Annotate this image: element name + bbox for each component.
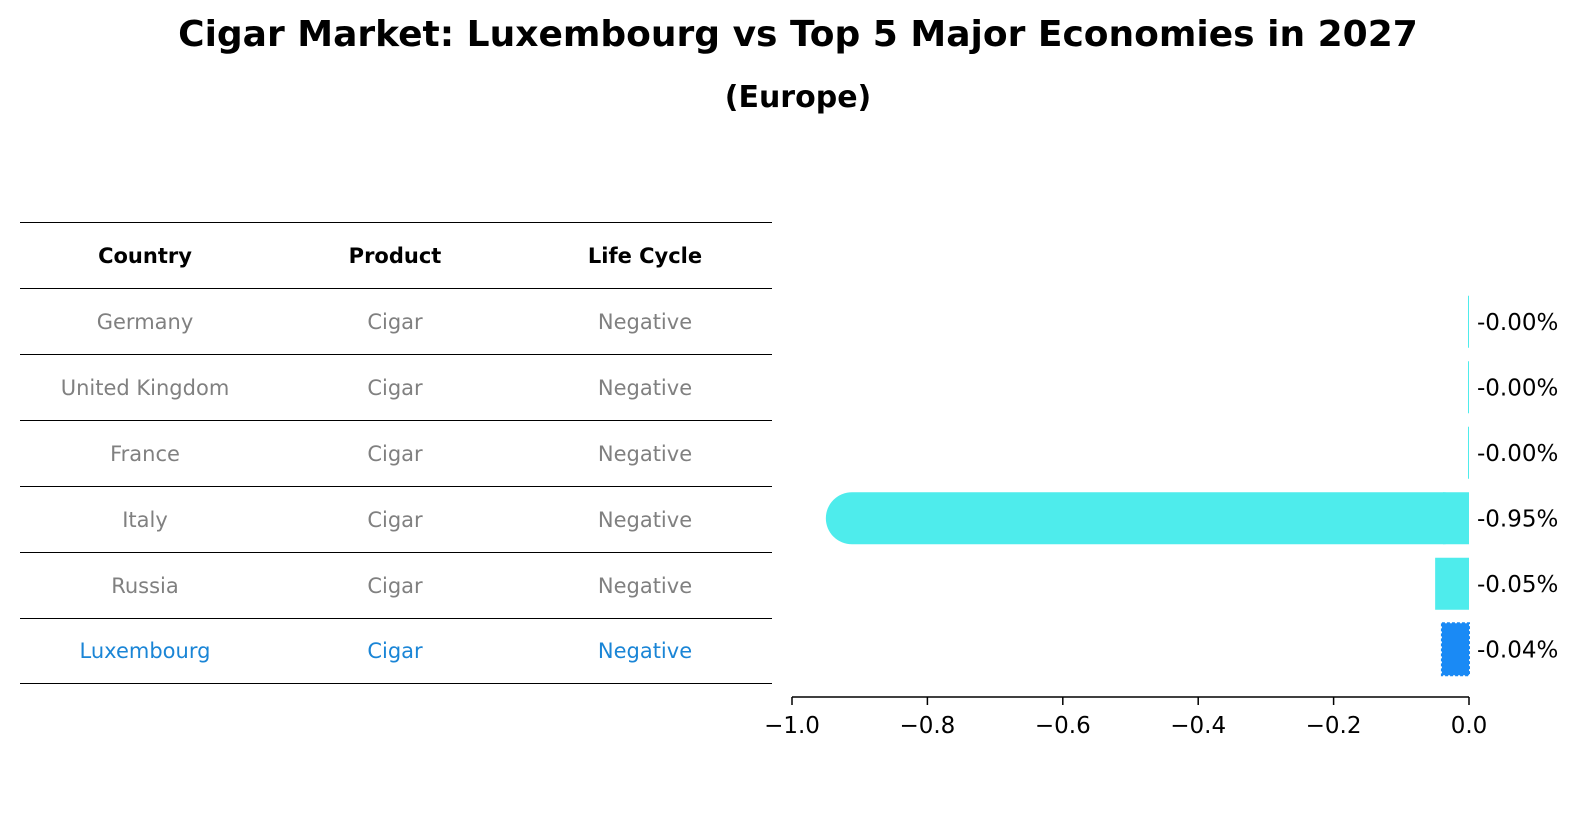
product-cell: Cigar [367, 639, 423, 663]
table-row: Germany Cigar Negative [20, 288, 772, 354]
table-row: France Cigar Negative [20, 420, 772, 486]
country-table: Country Product Life Cycle Germany Cigar… [20, 222, 772, 684]
country-cell: Italy [122, 507, 168, 532]
x-tick-label: −0.2 [1306, 713, 1362, 739]
header-product: Product [348, 243, 442, 268]
country-cell: Luxembourg [79, 639, 211, 663]
x-tick-label: −0.8 [899, 713, 955, 739]
product-cell: Cigar [367, 441, 423, 466]
country-cell: Russia [111, 573, 179, 598]
chart-title: Cigar Market: Luxembourg vs Top 5 Major … [178, 14, 1418, 55]
bar-value-label: -0.04% [1477, 637, 1558, 663]
country-cell: United Kingdom [60, 375, 230, 400]
life-cycle-cell: Negative [597, 507, 693, 532]
chart-subtitle: (Europe) [724, 80, 872, 115]
bar-italy [825, 492, 1469, 545]
table-row: United Kingdom Cigar Negative [20, 354, 772, 420]
bar-russia [1435, 557, 1469, 610]
product-cell: Cigar [367, 309, 423, 334]
header-life-cycle: Life Cycle [587, 243, 703, 268]
product-cell: Cigar [367, 507, 423, 532]
bar-value-label: -0.00% [1477, 441, 1558, 467]
table-row: Italy Cigar Negative [20, 486, 772, 552]
header-country: Country [98, 243, 192, 268]
country-cell: Germany [96, 309, 194, 334]
x-tick-label: 0.0 [1451, 713, 1488, 739]
bar-france [1468, 426, 1469, 479]
life-cycle-cell: Negative [597, 639, 693, 663]
table-header-row: Country Product Life Cycle [20, 222, 772, 288]
product-cell: Cigar [367, 573, 423, 598]
life-cycle-cell: Negative [597, 441, 693, 466]
bar-united-kingdom [1468, 361, 1469, 414]
bar-end-cap [1443, 492, 1469, 545]
country-cell: France [110, 441, 180, 466]
bar-value-label: -0.00% [1477, 310, 1558, 336]
bar-value-label: -0.05% [1477, 572, 1558, 598]
table-row-highlighted: Luxembourg Cigar Negative [20, 618, 772, 684]
bar-value-label: -0.00% [1477, 375, 1558, 401]
table-row: Russia Cigar Negative [20, 552, 772, 618]
product-cell: Cigar [367, 375, 423, 400]
x-tick-label: −0.4 [1170, 713, 1226, 739]
life-cycle-cell: Negative [597, 309, 693, 334]
bar-germany [1468, 295, 1469, 348]
life-cycle-cell: Negative [597, 375, 693, 400]
x-tick-label: −0.6 [1035, 713, 1091, 739]
bar-value-label: -0.95% [1477, 506, 1558, 532]
x-tick-label: −1.0 [764, 713, 820, 739]
bar-luxembourg [1440, 622, 1471, 677]
life-cycle-cell: Negative [597, 573, 693, 598]
